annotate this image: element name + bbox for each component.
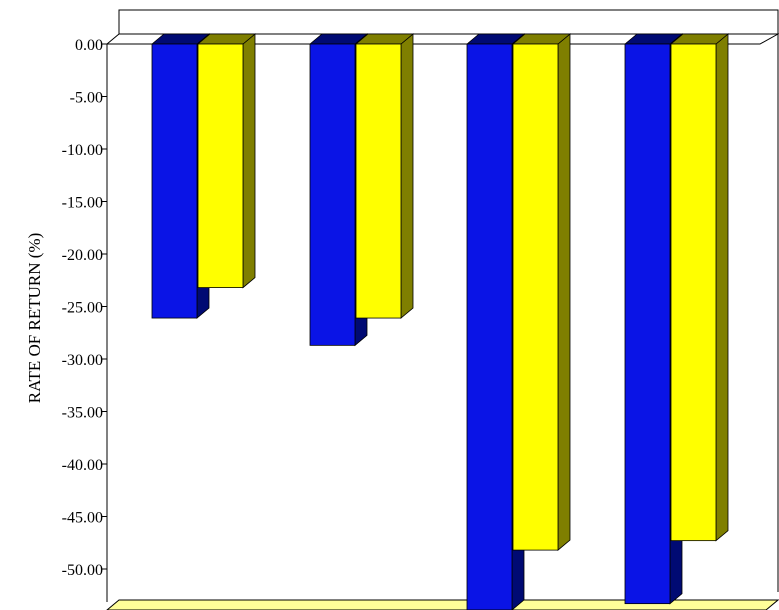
y-tick-label: -45.00 — [62, 510, 103, 527]
bar-front — [670, 43, 717, 542]
y-tick-label: -35.00 — [62, 405, 103, 422]
bar-front — [512, 43, 559, 551]
floor-plane — [106, 599, 779, 610]
bars — [150, 33, 730, 610]
bar-series2-cat3 — [511, 33, 572, 551]
y-tick-label: -20.00 — [62, 247, 103, 264]
bar-series2-cat4 — [669, 33, 730, 542]
y-tick-label: -10.00 — [62, 142, 103, 159]
y-axis-title: RATE OF RETURN (%) — [25, 233, 44, 403]
bar-series2-cat2 — [354, 33, 415, 319]
bar-series2-cat1 — [196, 33, 257, 289]
bar-front — [466, 43, 513, 610]
bar-side — [715, 33, 729, 542]
bar-front — [624, 43, 671, 605]
bar-side — [557, 33, 571, 551]
bar-front — [355, 43, 402, 319]
y-tick-label: 0.00 — [75, 37, 103, 54]
y-tick-label: -15.00 — [62, 195, 103, 212]
y-axis-ticks: 0.00 -5.00 -10.00 -15.00 -20.00 -25.00 -30.00 -… — [62, 37, 107, 579]
chart-floor — [106, 599, 779, 610]
bar-front — [197, 43, 244, 289]
y-tick-label: -50.00 — [62, 562, 103, 579]
y-tick-label: -25.00 — [62, 300, 103, 317]
y-tick-label: -40.00 — [62, 457, 103, 474]
bar-front — [151, 43, 198, 319]
bar-front — [309, 43, 356, 346]
bar-side — [400, 33, 414, 319]
y-tick-label: -30.00 — [62, 352, 103, 369]
bar-side — [242, 33, 256, 289]
y-tick-label: -5.00 — [70, 90, 103, 107]
plot-frame — [106, 9, 779, 602]
